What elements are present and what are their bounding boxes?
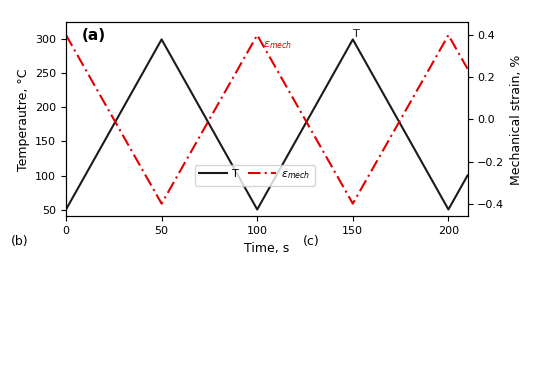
Y-axis label: Mechanical strain, %: Mechanical strain, % [510, 54, 523, 185]
X-axis label: Time, s: Time, s [244, 242, 289, 255]
Text: (b): (b) [10, 235, 28, 248]
Y-axis label: Temperautre, °C: Temperautre, °C [16, 68, 30, 170]
Text: (a): (a) [82, 28, 106, 43]
Text: $\varepsilon_{mech}$: $\varepsilon_{mech}$ [263, 39, 292, 51]
Legend: T, $\varepsilon_{mech}$: T, $\varepsilon_{mech}$ [195, 165, 315, 186]
Text: (c): (c) [302, 235, 319, 248]
Text: T: T [353, 29, 360, 40]
